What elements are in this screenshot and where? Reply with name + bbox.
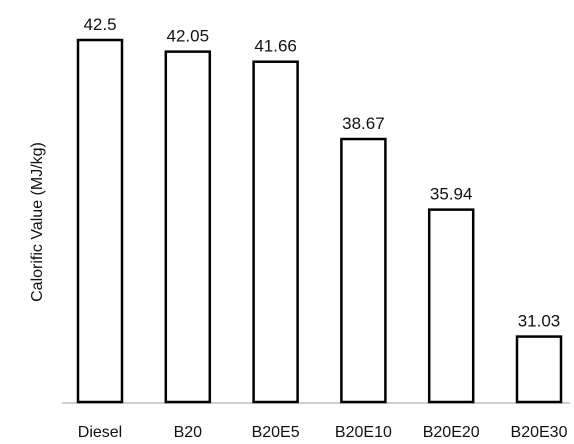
bars-group [76, 38, 563, 404]
x-tick-label-b20e20: B20E20 [423, 424, 480, 441]
bar-diesel [76, 38, 124, 404]
y-axis-title: Calorific Value (MJ/kg) [29, 142, 46, 302]
bar-b20e10 [340, 137, 387, 404]
x-tick-label-b20e10: B20E10 [335, 424, 392, 441]
x-tick-label-b20e30: B20E30 [511, 424, 568, 441]
bar-b20e20 [427, 208, 475, 404]
value-label-diesel: 42.5 [83, 15, 116, 34]
x-tick-labels-group: Diesel B20 B20E5 B20E10 B20E20 B20E30 [78, 424, 568, 441]
x-tick-label-b20e5: B20E5 [252, 424, 300, 441]
x-tick-label-diesel: Diesel [78, 424, 122, 441]
bar-b20e30 [515, 335, 563, 404]
bar-b20e5 [252, 60, 299, 404]
value-label-b20e30: 31.03 [518, 312, 561, 331]
bar-b20 [164, 50, 212, 404]
value-label-b20e20: 35.94 [430, 185, 473, 204]
value-label-b20: 42.05 [167, 27, 210, 46]
x-tick-label-b20: B20 [174, 424, 203, 441]
value-label-b20e5: 41.66 [254, 37, 297, 56]
value-label-b20e10: 38.67 [342, 114, 385, 133]
value-labels-group: 42.5 42.05 41.66 38.67 35.94 31.03 [83, 15, 560, 331]
